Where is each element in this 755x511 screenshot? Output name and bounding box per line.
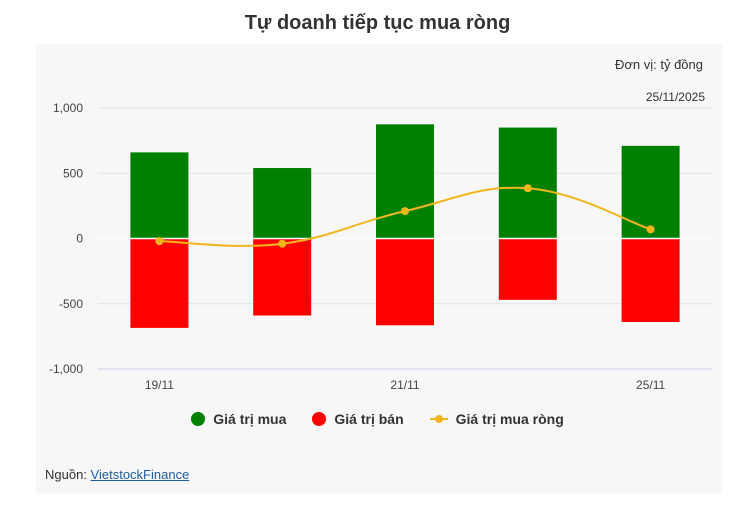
legend-net-label: Giá trị mua ròng [455, 411, 564, 427]
bar-sell [253, 238, 312, 316]
x-tick-label: 25/11 [636, 378, 665, 392]
legend-sell-marker-icon [312, 412, 327, 426]
source-link[interactable]: VietstockFinance [90, 467, 190, 482]
date-label: 25/11/2025 [645, 90, 705, 104]
legend-buy-label: Giá trị mua [213, 411, 287, 427]
unit-label: Đơn vị: tỷ đồng [614, 57, 703, 72]
y-tick-label: 0 [76, 232, 83, 246]
bar-sell [130, 238, 189, 328]
x-tick-label: 19/11 [145, 378, 174, 392]
legend-item-net[interactable]: Giá trị mua ròng [429, 411, 564, 427]
source-label: Nguồn: [45, 467, 87, 482]
legend-buy-marker-icon [191, 412, 206, 426]
net-point [401, 207, 409, 216]
y-tick-label: 500 [63, 166, 83, 180]
net-point [155, 237, 164, 246]
bar-sell [376, 238, 434, 326]
bar-buy [253, 168, 312, 239]
bar-sell [498, 238, 557, 300]
chart-title: Tự doanh tiếp tục mua ròng [244, 12, 511, 34]
y-tick-label: -500 [59, 297, 83, 311]
bar-buy [621, 145, 680, 239]
legend-item-sell[interactable]: Giá trị bán [312, 411, 404, 427]
bar-sell [621, 238, 680, 323]
y-tick-label: 1,000 [53, 101, 83, 115]
bar-buy [130, 152, 189, 239]
net-point [523, 184, 532, 193]
chart-legend: Giá trị mua Giá trị bán Giá trị mua ròng [0, 411, 755, 427]
legend-net-line-icon [429, 412, 448, 426]
legend-item-buy[interactable]: Giá trị mua [191, 411, 286, 427]
net-point [646, 225, 655, 234]
x-tick-label: 21/11 [390, 378, 419, 392]
legend-sell-label: Giá trị bán [334, 411, 404, 427]
y-tick-label: -1,000 [49, 362, 83, 376]
bar-buy [376, 124, 434, 239]
net-point [278, 239, 287, 248]
source-note: Nguồn: VietstockFinance [45, 467, 189, 482]
bar-buy [498, 127, 557, 239]
